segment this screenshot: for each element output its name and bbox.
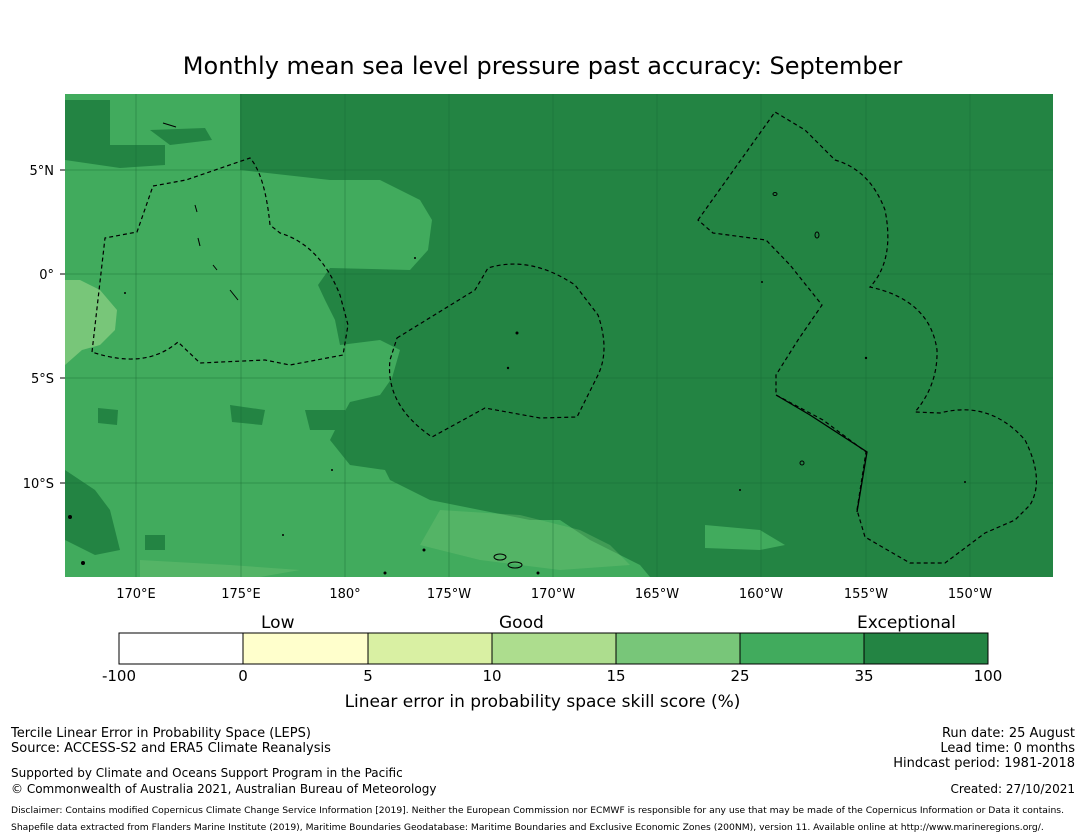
colorbar-segment: [242, 632, 369, 665]
island-marker: [536, 571, 540, 575]
lon-label: 165°W: [635, 587, 679, 602]
island-marker: [864, 356, 868, 360]
footer-created: Created: 27/10/2021: [950, 782, 1075, 796]
colorbar-tick: 5: [363, 667, 373, 685]
footer-support: Supported by Climate and Oceans Support …: [11, 766, 403, 780]
island-marker: [515, 331, 519, 335]
footer-copyright: © Commonwealth of Australia 2021, Austra…: [11, 782, 437, 796]
skill-region-15-25: [420, 510, 630, 570]
skill-patch-exceptional: [230, 405, 265, 425]
skill-region-25-35: [65, 94, 650, 577]
lon-label: 160°W: [739, 587, 783, 602]
island-marker: [331, 469, 333, 471]
island-marker: [964, 481, 966, 483]
lon-label: 155°W: [844, 587, 888, 602]
island-marker: [422, 548, 426, 552]
lon-label: 175°W: [427, 587, 471, 602]
category-low: Low: [261, 613, 295, 633]
island-marker: [799, 460, 805, 466]
colorbar-segment: [739, 632, 865, 665]
island-marker: [493, 553, 507, 561]
colorbar-tick: 35: [854, 667, 874, 685]
colorbar-segment: [863, 632, 989, 665]
colorbar-tick: 15: [606, 667, 626, 685]
footer-method: Tercile Linear Error in Probability Spac…: [11, 726, 311, 741]
skill-region-15-25: [65, 280, 117, 365]
graticule: [65, 94, 1053, 577]
lat-label: 5°S: [31, 372, 54, 387]
island-marker: [814, 231, 820, 239]
island-marker: [739, 489, 741, 491]
island-marker: [124, 292, 126, 294]
skill-patch-exceptional: [145, 535, 165, 550]
lon-label: 180°: [329, 587, 360, 602]
colorbar-tick: 25: [730, 667, 750, 685]
skill-patch-exceptional: [65, 470, 120, 555]
island-marker: [212, 264, 218, 271]
skill-patch-exceptional: [305, 410, 345, 430]
lon-label: 170°E: [116, 587, 156, 602]
colorbar-tick: -100: [101, 667, 137, 685]
skill-patch-exceptional: [98, 408, 118, 425]
island-marker: [506, 366, 510, 370]
colorbar-segment: [118, 632, 244, 665]
category-exceptional: Exceptional: [857, 613, 956, 633]
island-marker: [414, 257, 416, 259]
lat-label: 0°: [39, 268, 54, 283]
category-good: Good: [499, 613, 544, 633]
island-marker: [282, 534, 284, 536]
footer-source: Source: ACCESS-S2 and ERA5 Climate Reana…: [11, 741, 331, 756]
skill-patch-exceptional: [150, 128, 212, 145]
lon-label: 175°E: [221, 587, 261, 602]
colorbar-segment: [491, 632, 617, 665]
island-marker: [68, 515, 72, 519]
island-marker: [772, 192, 778, 196]
colorbar-tick: 10: [482, 667, 502, 685]
lon-label: 150°W: [948, 587, 992, 602]
colorbar-tick: 0: [238, 667, 248, 685]
island-marker: [194, 204, 198, 213]
lat-label: 10°S: [23, 477, 54, 492]
footer-lead-time: Lead time: 0 months: [940, 741, 1075, 756]
footer-hindcast: Hindcast period: 1981-2018: [893, 756, 1075, 771]
colorbar-segment: [367, 632, 493, 665]
colorbar-tick: 100: [973, 667, 1003, 685]
island-marker: [229, 289, 239, 301]
lon-label: 170°W: [531, 587, 575, 602]
disclaimer-line: Shapefile data extracted from Flanders M…: [11, 822, 1044, 833]
island-marker: [761, 281, 763, 283]
colorbar-label: Linear error in probability space skill …: [344, 692, 741, 712]
skill-region-15-25: [140, 560, 300, 577]
island-marker: [81, 561, 85, 565]
island-marker: [197, 237, 201, 247]
skill-patch-exceptional: [65, 100, 165, 168]
eez-boundary-solid: [775, 394, 868, 513]
island-marker: [162, 122, 177, 128]
footer-run-date: Run date: 25 August: [941, 726, 1075, 741]
island-marker: [383, 571, 387, 575]
eez-boundary-tokelau: [388, 263, 605, 438]
lat-label: 5°N: [30, 164, 55, 179]
skill-region-25-35: [705, 525, 785, 550]
disclaimer-line: Disclaimer: Contains modified Copernicus…: [11, 805, 1065, 816]
island-marker: [507, 561, 523, 569]
colorbar: [118, 632, 989, 665]
eez-boundary-kiribati-line: [697, 111, 1038, 564]
colorbar-segment: [615, 632, 741, 665]
map-title: Monthly mean sea level pressure past acc…: [182, 52, 903, 80]
